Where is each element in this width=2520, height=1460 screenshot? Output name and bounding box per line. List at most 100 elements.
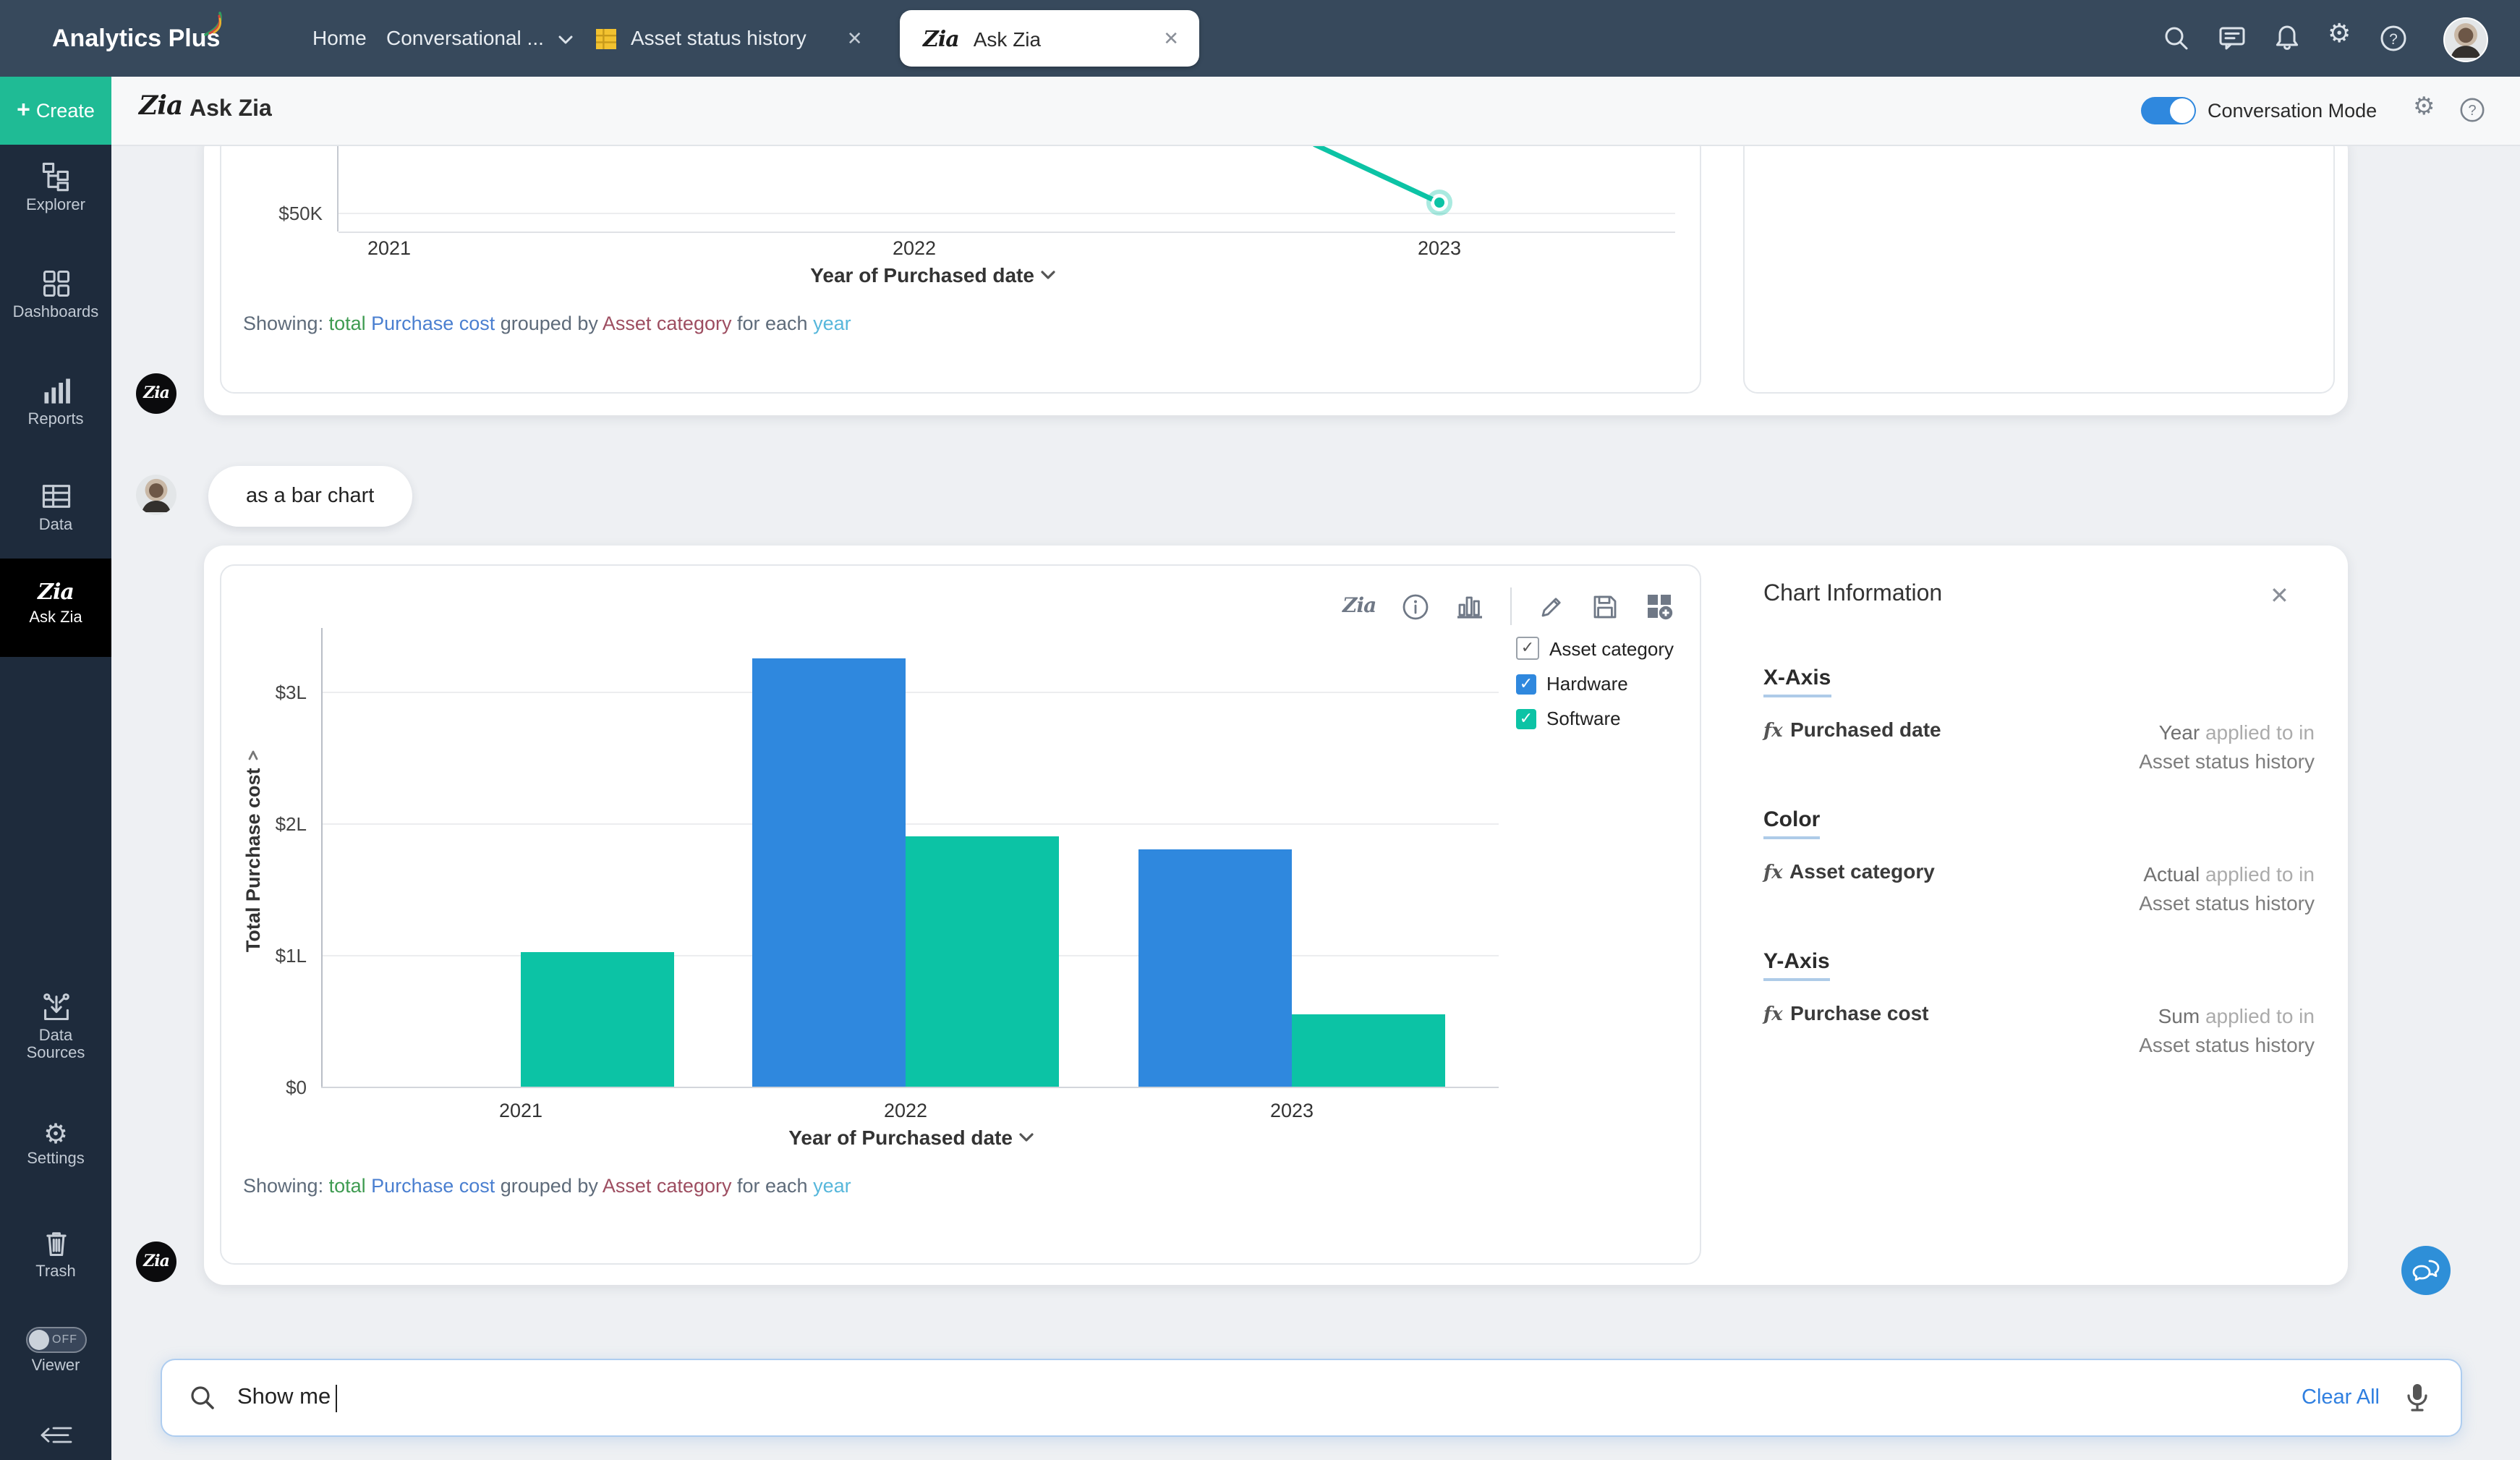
- sidebar-label: Reports: [27, 411, 84, 428]
- chart-info-field-color: fx Asset category: [1763, 860, 1935, 884]
- sidebar-label: Ask Zia: [29, 609, 82, 627]
- close-icon[interactable]: ✕: [2270, 585, 2289, 609]
- clear-all-link[interactable]: Clear All: [2302, 1386, 2380, 1409]
- showing-segment: total: [323, 313, 366, 334]
- zia-insights-button[interactable]: Zia: [1342, 595, 1376, 618]
- sidebar-label: Settings: [27, 1150, 85, 1168]
- sidebar-item-reports[interactable]: Reports: [0, 375, 111, 428]
- info-icon[interactable]: [1402, 593, 1429, 620]
- showing-segment: total: [323, 1175, 366, 1197]
- conversation-mode-toggle[interactable]: [2141, 97, 2196, 124]
- zia-logo: Zia: [139, 91, 183, 122]
- chevron-down-icon[interactable]: [1018, 1132, 1034, 1143]
- settings-gear-icon[interactable]: ⚙: [2328, 19, 2351, 48]
- showing-segment: Showing:: [243, 313, 324, 334]
- bar-hardware-2022[interactable]: [752, 658, 906, 1087]
- tab-asset-status-history[interactable]: Asset status history ✕: [595, 0, 863, 77]
- chevron-down-icon[interactable]: [1040, 269, 1056, 281]
- user-avatar[interactable]: [2443, 17, 2488, 62]
- viewer-toggle[interactable]: OFF: [25, 1327, 86, 1353]
- sidebar-item-explorer[interactable]: Explorer: [0, 161, 111, 214]
- line-chart-card: [220, 133, 1701, 394]
- sidebar-item-settings[interactable]: ⚙ Settings: [0, 1121, 111, 1168]
- zia-icon: Zia: [38, 579, 75, 605]
- legend-entry-software[interactable]: ✓ Software: [1516, 708, 1674, 729]
- bar-chart-ylabel[interactable]: Total Purchase cost: [242, 684, 264, 1017]
- brand-logo[interactable]: Analytics Plus: [52, 0, 222, 77]
- sidebar-item-trash[interactable]: Trash: [0, 1227, 111, 1281]
- legend-group-checkbox[interactable]: ✓: [1516, 637, 1539, 660]
- zia-avatar: Zia: [136, 1242, 176, 1282]
- sidebar-label: Dashboards: [12, 304, 99, 321]
- bar-chart-ytick: $0: [286, 1077, 307, 1098]
- save-icon[interactable]: [1591, 593, 1619, 620]
- bar-chart-plot: $0 $1L $2L $3L 2021 2022 2023: [276, 628, 1499, 1121]
- top-navigation-bar: Analytics Plus Home Conversational ... A…: [0, 0, 2520, 77]
- reports-icon: [43, 378, 69, 404]
- showing-segment: for each: [731, 1175, 808, 1197]
- line-chart-xaxis-label-row[interactable]: Year of Purchased date: [608, 263, 1259, 287]
- add-to-dashboard-icon[interactable]: [1645, 592, 1674, 621]
- legend-entry-hardware[interactable]: ✓ Hardware: [1516, 673, 1674, 695]
- text-cursor: [335, 1384, 338, 1412]
- search-icon: [191, 1386, 214, 1409]
- create-button[interactable]: + Create: [0, 77, 111, 145]
- trash-icon: [46, 1232, 66, 1257]
- legend-software-checkbox[interactable]: ✓: [1516, 708, 1536, 729]
- bar-chart-baseline: [321, 1087, 1499, 1088]
- viewer-state-label: OFF: [52, 1333, 77, 1346]
- help-icon[interactable]: ?: [2459, 97, 2485, 123]
- microphone-icon[interactable]: [2403, 1382, 2432, 1414]
- toggle-knob: [2170, 98, 2195, 123]
- bar-chart-xaxis-label-row[interactable]: Year of Purchased date: [586, 1126, 1237, 1149]
- sidebar-item-ask-zia[interactable]: Zia Ask Zia: [0, 559, 111, 657]
- ask-zia-query-input[interactable]: Show me Clear All: [161, 1359, 2462, 1437]
- chevron-expand-icon[interactable]: [247, 748, 260, 763]
- sidebar-item-data-sources[interactable]: Data Sources: [0, 991, 111, 1062]
- chart-type-icon[interactable]: [1455, 592, 1484, 621]
- sidebar-label: Viewer: [31, 1357, 80, 1375]
- notifications-bell-icon[interactable]: [2273, 23, 2302, 54]
- plus-icon: +: [17, 98, 30, 122]
- search-icon[interactable]: [2163, 25, 2190, 52]
- settings-gear-icon: ⚙: [43, 1120, 69, 1150]
- legend-hardware-checkbox[interactable]: ✓: [1516, 674, 1536, 694]
- comments-icon[interactable]: [2218, 25, 2247, 52]
- showing-summary-bar-chart: Showing: total Purchase cost grouped by …: [243, 1175, 851, 1197]
- sidebar-viewer-toggle-item[interactable]: OFF Viewer: [0, 1327, 111, 1375]
- edit-pencil-icon[interactable]: [1538, 593, 1565, 620]
- zia-icon: Zia: [923, 25, 960, 51]
- bar-software-2023[interactable]: [1292, 1014, 1445, 1087]
- zia-chat-fab[interactable]: [2401, 1246, 2451, 1295]
- svg-text:?: ?: [2468, 103, 2476, 119]
- settings-gear-icon[interactable]: ⚙: [2413, 93, 2435, 120]
- sidebar-item-dashboards[interactable]: Dashboards: [0, 268, 111, 321]
- app-sidebar: + Create Explorer Dashboards Reports Dat…: [0, 77, 111, 1460]
- toggle-knob: [28, 1330, 48, 1350]
- bar-hardware-2023[interactable]: [1138, 849, 1292, 1087]
- nav-item-conversational[interactable]: Conversational ...: [386, 0, 573, 77]
- close-icon[interactable]: ✕: [846, 27, 863, 48]
- line-chart-xtick: 2022: [892, 237, 937, 259]
- sidebar-item-data[interactable]: Data: [0, 480, 111, 534]
- close-icon[interactable]: ✕: [1163, 27, 1179, 48]
- line-chart-baseline: [339, 232, 1675, 233]
- bar-software-2022[interactable]: [906, 836, 1059, 1087]
- bar-chart-ytick: $3L: [275, 682, 307, 703]
- query-text[interactable]: Show me: [237, 1385, 331, 1409]
- page-title: Ask Zia: [190, 97, 272, 122]
- bar-chart-y-axis: [321, 628, 323, 1088]
- tab-label: Ask Zia: [973, 27, 1042, 50]
- brand-swoosh-icon: [204, 12, 222, 36]
- bar-software-2021[interactable]: [521, 952, 674, 1087]
- line-chart-xtick: 2023: [1417, 237, 1462, 259]
- user-avatar: [136, 475, 176, 515]
- nav-item-home[interactable]: Home: [312, 26, 367, 49]
- collapse-sidebar-icon[interactable]: [39, 1422, 74, 1448]
- legend-group-label: Asset category: [1549, 637, 1674, 659]
- tab-ask-zia-active[interactable]: Zia Ask Zia ✕: [900, 10, 1199, 67]
- legend-group-row[interactable]: ✓ Asset category: [1516, 637, 1674, 660]
- help-icon[interactable]: ?: [2380, 25, 2407, 52]
- line-chart-ytick: $50K: [278, 203, 323, 224]
- bar-chart-ytick: $1L: [275, 945, 307, 967]
